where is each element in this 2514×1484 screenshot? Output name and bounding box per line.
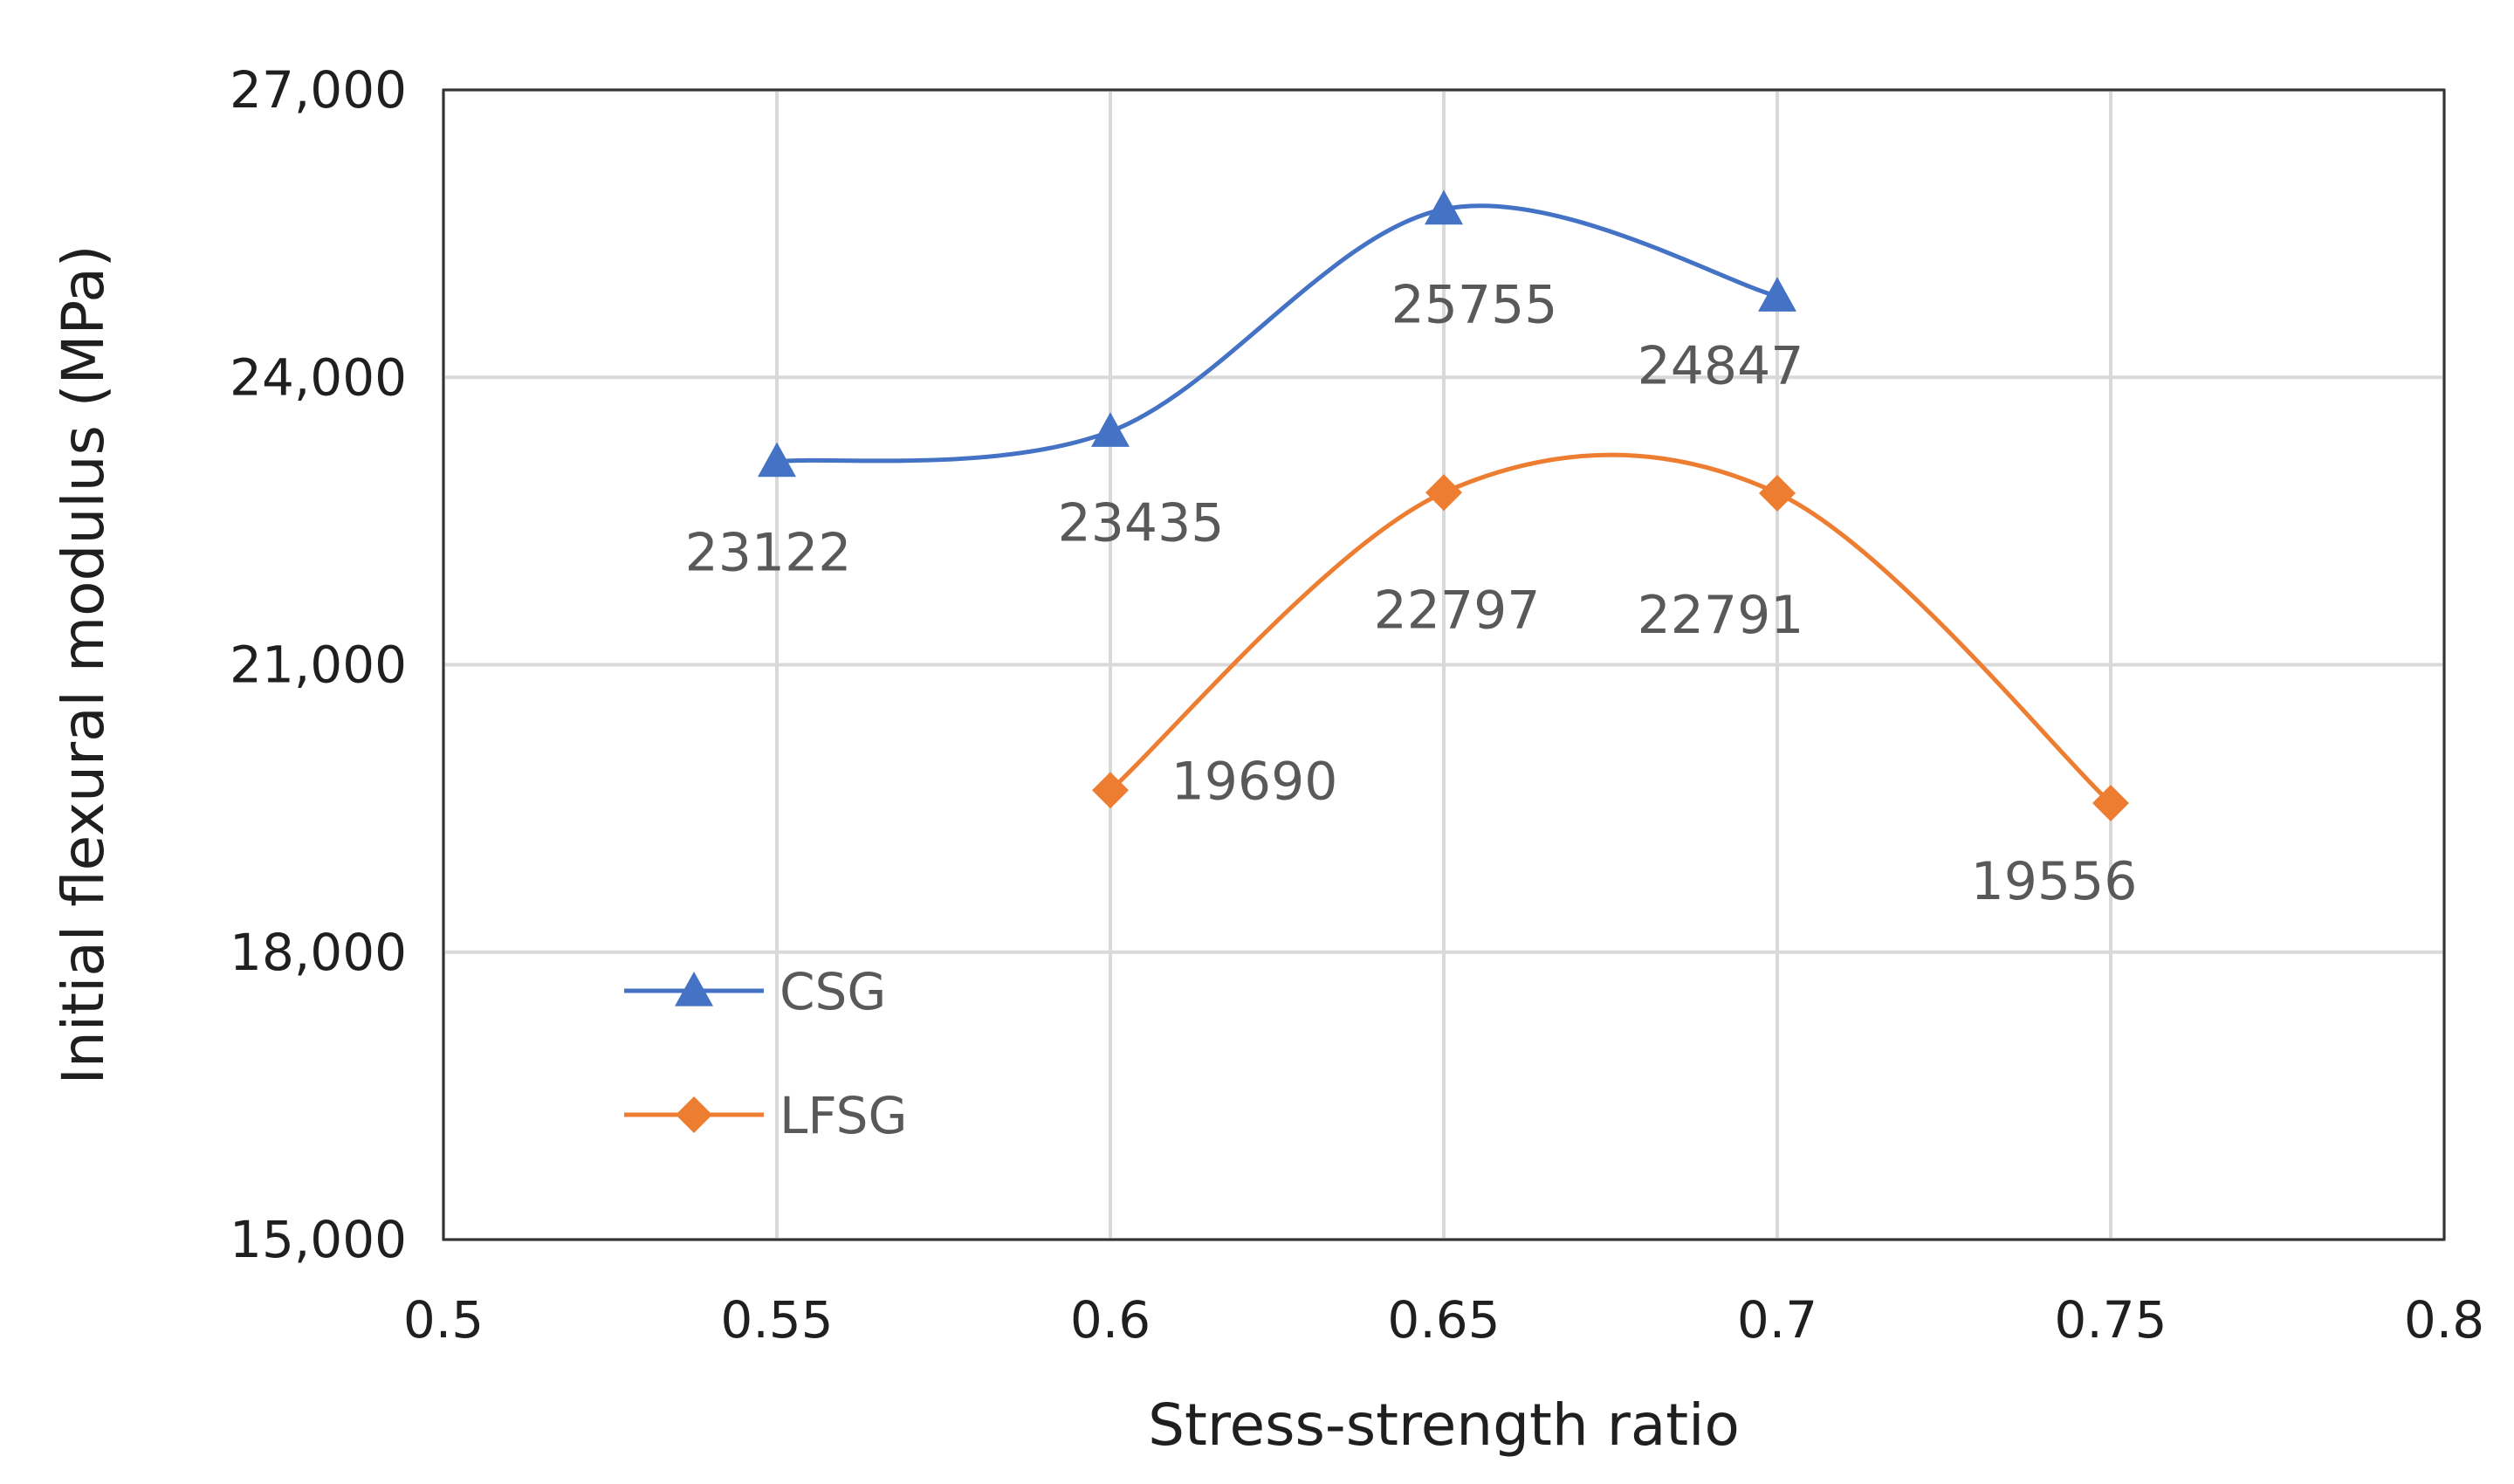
data-point-csg-0 <box>758 442 796 477</box>
x-tick-label: 0.6 <box>1070 1290 1151 1350</box>
y-tick-label: 15,000 <box>230 1210 407 1269</box>
legend-label-lfsg: LFSG <box>780 1086 907 1145</box>
legend-marker-csg <box>675 972 713 1007</box>
series-group <box>758 189 2129 821</box>
x-tick-label: 0.5 <box>403 1290 484 1350</box>
legend: CSG LFSG <box>624 962 907 1145</box>
series-line-lfsg <box>1109 452 2112 805</box>
data-point-csg-2 <box>1425 189 1463 225</box>
data-point-lfsg-0 <box>1092 772 1129 809</box>
y-axis-ticks: 15,000 18,000 21,000 24,000 27,000 <box>230 60 407 1269</box>
data-label-lfsg-1: 22797 <box>1374 580 1541 641</box>
data-point-lfsg-1 <box>1425 474 1462 512</box>
data-label-csg-2: 25755 <box>1391 275 1558 336</box>
x-tick-label: 0.7 <box>1737 1290 1817 1350</box>
x-axis-title: Stress-strength ratio <box>1148 1391 1740 1459</box>
data-point-lfsg-2 <box>1759 474 1796 512</box>
y-tick-label: 24,000 <box>230 347 407 407</box>
x-tick-label: 0.8 <box>2404 1290 2484 1350</box>
data-label-csg-0: 23122 <box>685 523 852 584</box>
data-label-lfsg-0: 19690 <box>1171 751 1338 812</box>
legend-label-csg: CSG <box>780 962 886 1021</box>
y-axis-title: Initial flexural modulus (MPa) <box>50 244 117 1084</box>
y-tick-label: 21,000 <box>230 636 407 695</box>
x-axis-ticks: 0.5 0.55 0.6 0.65 0.7 0.75 0.8 <box>403 1290 2484 1350</box>
x-tick-label: 0.55 <box>720 1290 833 1350</box>
x-tick-label: 0.75 <box>2054 1290 2167 1350</box>
data-label-lfsg-2: 22791 <box>1638 585 1804 646</box>
data-label-csg-1: 23435 <box>1058 492 1225 553</box>
series-line-csg <box>776 203 1778 464</box>
data-label-csg-3: 24847 <box>1638 335 1804 396</box>
data-point-csg-3 <box>1758 277 1796 312</box>
y-tick-label: 18,000 <box>230 923 407 982</box>
legend-marker-lfsg <box>676 1096 712 1133</box>
x-tick-label: 0.65 <box>1387 1290 1500 1350</box>
y-tick-label: 27,000 <box>230 60 407 120</box>
data-label-lfsg-3: 19556 <box>1971 851 2138 912</box>
data-point-csg-1 <box>1091 412 1130 447</box>
data-point-lfsg-3 <box>2092 784 2129 821</box>
data-labels: 23122 23435 25755 24847 19690 22797 22791 19556 <box>685 275 2138 912</box>
plot-area-border <box>442 88 2446 1241</box>
